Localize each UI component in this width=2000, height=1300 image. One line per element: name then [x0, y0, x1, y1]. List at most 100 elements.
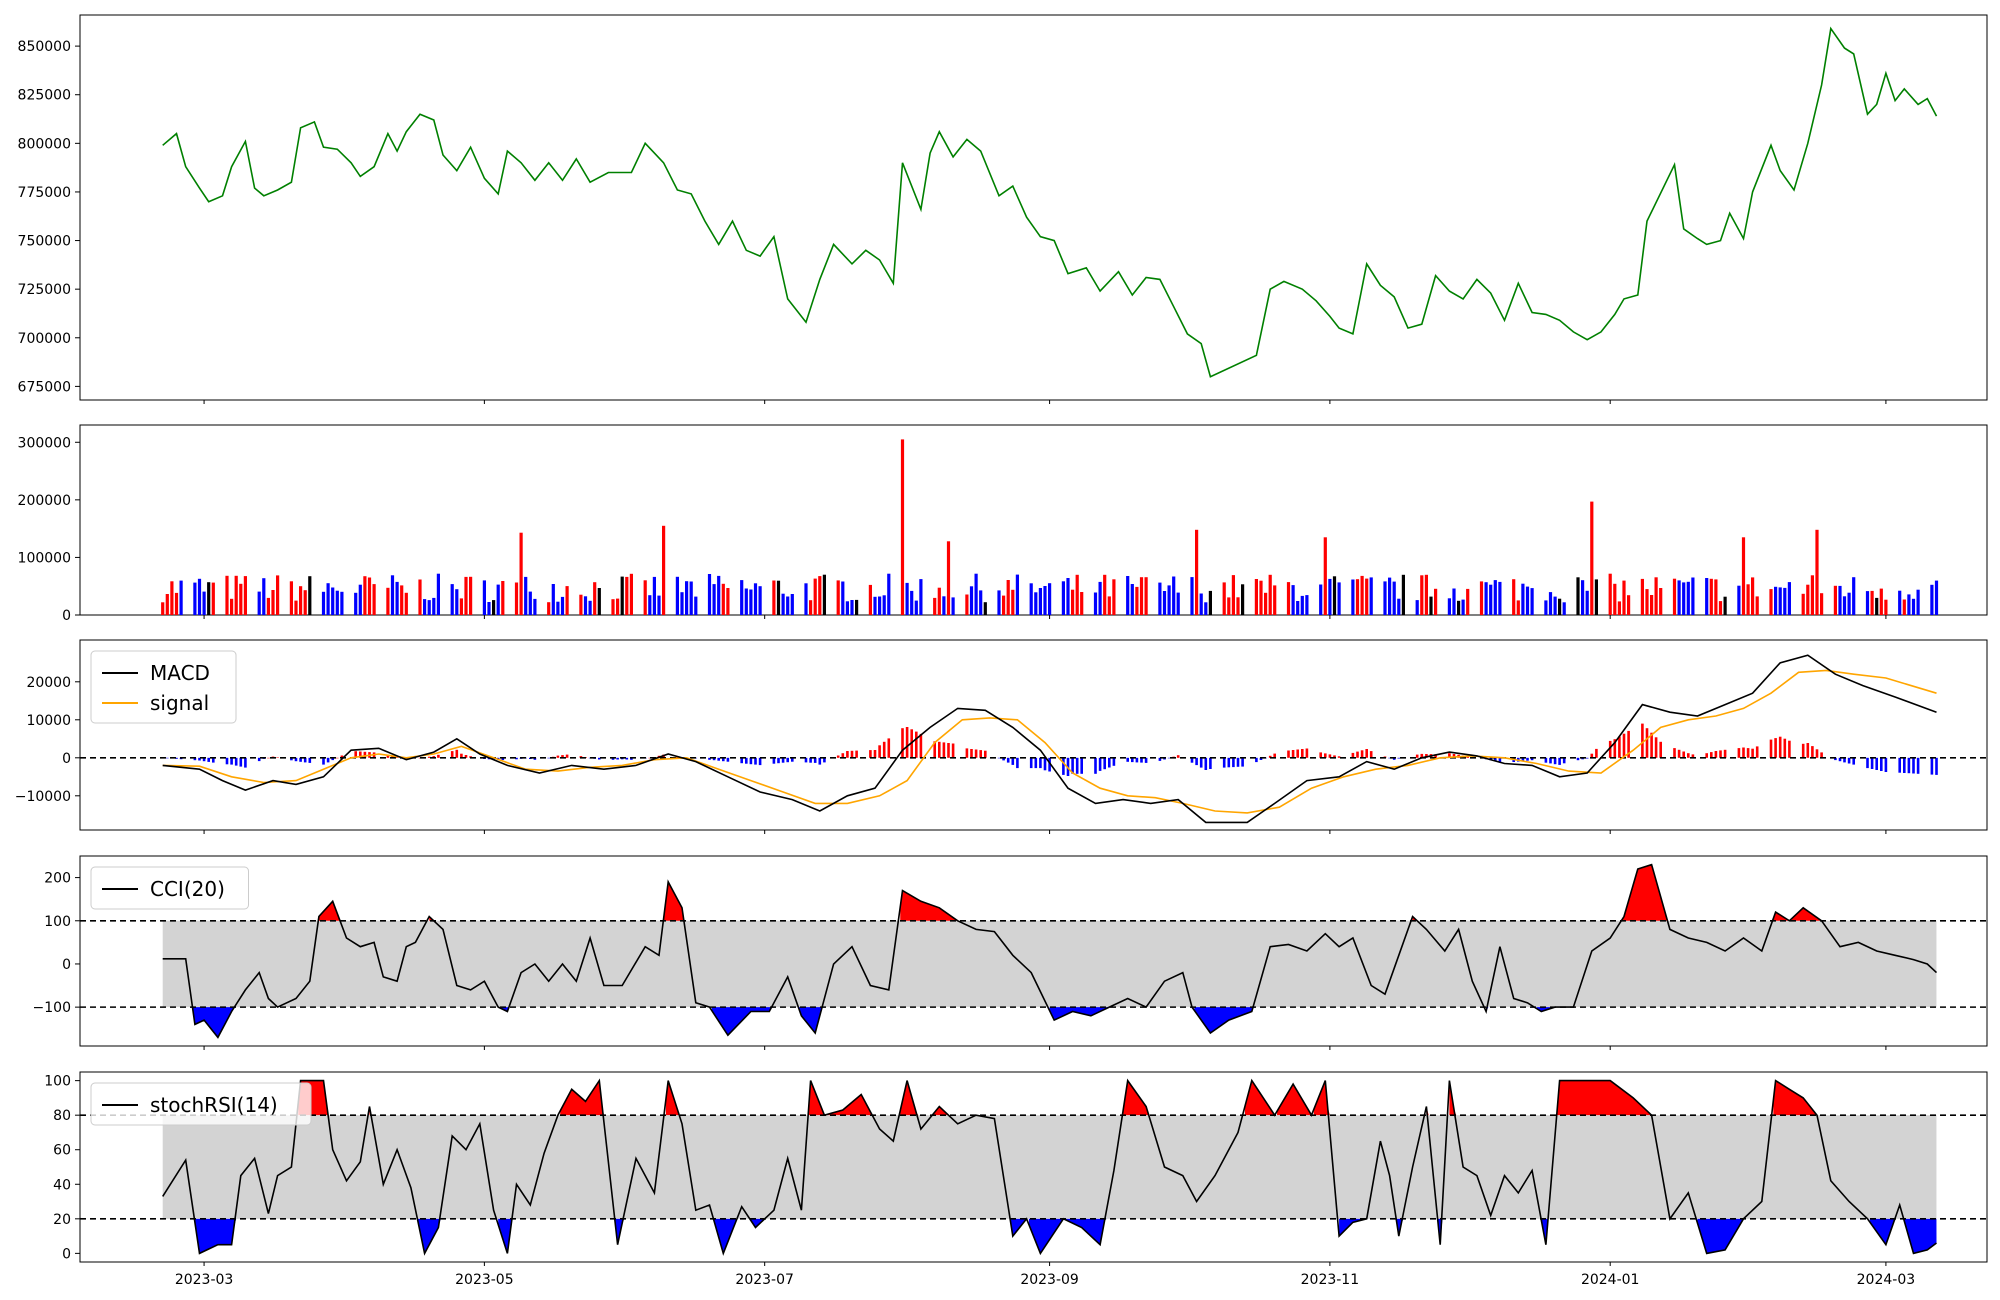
x-tick-label: 2023-05 [455, 1272, 514, 1288]
macd-histogram-bar [1608, 740, 1612, 758]
volume-bar [694, 596, 698, 615]
volume-bar [533, 598, 537, 615]
legend: CCI(20) [90, 866, 249, 910]
macd-histogram-bar [455, 749, 459, 758]
macd-line [162, 654, 1937, 824]
volume-bar [1424, 574, 1428, 615]
volume-bar [873, 596, 877, 615]
macd-histogram-bar [1710, 752, 1713, 758]
overbought-fill [1791, 907, 1822, 921]
volume-bar [648, 595, 652, 615]
volume-bar [1691, 577, 1695, 615]
volume-bar [919, 579, 923, 615]
x-tick-label: 2023-09 [1020, 1272, 1079, 1288]
volume-bar [914, 600, 918, 615]
volume-bar [321, 591, 326, 615]
macd-histogram-bar [1723, 749, 1727, 758]
volume-bar [487, 602, 491, 615]
volume-bar [593, 582, 597, 615]
volume-bar [937, 587, 941, 615]
volume-bar [712, 584, 716, 615]
macd-histogram-bar [942, 742, 946, 758]
y-tick-label: 20000 [26, 675, 71, 691]
volume-bar [662, 525, 666, 615]
macd-histogram-bar [1778, 736, 1782, 758]
volume-bar [611, 599, 615, 615]
volume-bar [1158, 582, 1162, 615]
volume-bar [1898, 590, 1902, 615]
volume-bar [707, 574, 712, 615]
volume-bar [1783, 587, 1787, 615]
volume-bar [1241, 584, 1245, 615]
macd-histogram-bar [777, 757, 780, 764]
macd-histogram-bar [804, 757, 808, 763]
macd-histogram-bar [303, 757, 307, 763]
volume-bar [482, 580, 486, 615]
volume-bar [822, 574, 826, 615]
macd-histogram-bar [1094, 757, 1097, 774]
macd-histogram-bar [915, 731, 918, 758]
volume-bar [1075, 574, 1079, 615]
volume-bar [1401, 574, 1405, 615]
volume-bar [1627, 595, 1631, 615]
macd-histogram-bar [1627, 730, 1630, 758]
volume-bar [363, 576, 367, 615]
volume-bar [1383, 581, 1387, 615]
volume-bar [1332, 576, 1337, 615]
volume-bar [432, 597, 436, 615]
volume-frame [79, 424, 1988, 616]
volume-bar [1162, 591, 1167, 615]
macd-histogram-bar [1884, 757, 1888, 772]
macd-histogram-bar [1903, 757, 1906, 773]
volume-bar [257, 591, 261, 615]
macd-histogram-bar [579, 756, 583, 758]
volume-bar [1268, 574, 1272, 615]
volume-bar [262, 578, 266, 615]
macd-histogram-bar [1392, 757, 1396, 760]
volume-bar [1144, 577, 1148, 615]
y-tick-label: 100 [44, 1074, 71, 1090]
macd-histogram-bar [1006, 757, 1010, 763]
macd-histogram-bar [395, 757, 399, 758]
macd-histogram-bar [244, 757, 247, 768]
volume-bar [1530, 588, 1534, 615]
y-tick-label: 100000 [18, 550, 71, 566]
y-tick-label: 300000 [18, 435, 71, 451]
macd-histogram-bar [1576, 757, 1580, 761]
macd-histogram-bar [1719, 750, 1722, 758]
volume-panel: 0 100000 200000 300000 [18, 424, 1988, 624]
volume-bar [910, 590, 914, 615]
volume-bar [979, 590, 983, 615]
volume-bar [1525, 586, 1530, 615]
macd-histogram-bar [1112, 757, 1116, 766]
oversold-fill [1869, 1218, 1896, 1245]
y-tick-label: 675000 [18, 379, 71, 395]
macd-histogram-bar [1834, 757, 1837, 761]
volume-bar [1447, 598, 1451, 615]
volume-bar [1718, 601, 1723, 615]
volume-bar [1544, 600, 1548, 615]
macd-histogram-bar [1291, 750, 1295, 758]
volume-bar [161, 602, 165, 615]
macd-histogram-bar [1016, 757, 1019, 769]
macd-histogram-bar [363, 751, 367, 758]
macd-histogram-bar [1549, 757, 1552, 764]
volume-bar [629, 573, 633, 615]
volume-bar [1672, 578, 1677, 615]
macd-histogram-bar [1190, 757, 1194, 763]
macd-histogram-bar [1324, 753, 1327, 758]
macd-histogram-bar [1526, 757, 1529, 761]
x-tick-label: 2024-03 [1857, 1272, 1916, 1288]
volume-bar [1172, 576, 1176, 615]
macd-histogram-bar [1131, 757, 1134, 763]
volume-bar [997, 590, 1001, 615]
volume-bar [1907, 594, 1911, 615]
volume-bar [299, 586, 303, 615]
volume-bar [1305, 595, 1309, 615]
y-tick-label: 0 [62, 1246, 71, 1262]
volume-bar [1879, 588, 1883, 615]
macd-histogram-bar [1774, 738, 1777, 758]
macd-histogram-bar [1466, 756, 1469, 758]
macd-histogram-bar [938, 741, 941, 758]
volume-bar [620, 576, 624, 615]
